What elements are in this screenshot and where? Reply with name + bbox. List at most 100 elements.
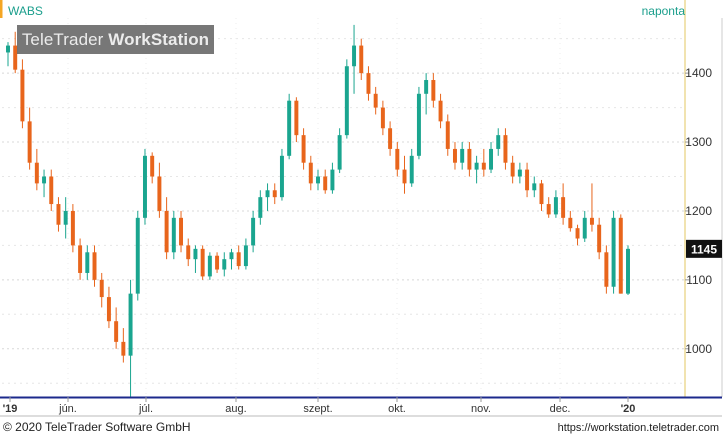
candle-up xyxy=(171,217,176,253)
x-tick-label: '19 xyxy=(3,403,18,415)
candle-up xyxy=(517,169,522,177)
y-axis: 1000 1100 1200 1300 1400 1145 xyxy=(684,0,723,397)
candle-up xyxy=(128,293,133,356)
candle-up xyxy=(135,217,140,294)
candle-up xyxy=(63,210,68,225)
candle-up xyxy=(553,197,558,215)
candle-down xyxy=(546,204,551,215)
x-tick-label: szept. xyxy=(303,403,332,415)
last-price-label: 1145 xyxy=(691,242,717,256)
candle-up xyxy=(424,80,429,94)
candle-down xyxy=(186,245,191,260)
candle-up xyxy=(337,135,342,170)
brand-light: TeleTrader xyxy=(21,30,109,49)
candle-up xyxy=(265,190,270,198)
candle-up xyxy=(416,93,421,156)
candle-down xyxy=(568,217,573,229)
candle-down xyxy=(200,248,205,277)
candle-down xyxy=(323,176,328,191)
candle-up xyxy=(243,245,248,267)
candle-down xyxy=(70,210,75,246)
copyright-text: © 2020 TeleTrader Software GmbH xyxy=(3,420,191,434)
candle-down xyxy=(366,73,371,94)
candle-up xyxy=(496,135,501,149)
plot-frame xyxy=(2,18,685,397)
y-tick-label: 1100 xyxy=(686,273,712,287)
candle-down xyxy=(380,107,385,129)
candle-down xyxy=(597,224,602,253)
x-tick-label: nov. xyxy=(471,403,491,415)
y-tick-label: 1300 xyxy=(685,135,712,149)
candle-up xyxy=(42,176,47,184)
candle-up xyxy=(207,255,212,277)
candle-down xyxy=(308,162,313,184)
candle-down xyxy=(510,162,515,177)
candle-up xyxy=(6,45,10,53)
candle-down xyxy=(452,148,457,163)
x-tick-label: '20 xyxy=(621,403,636,415)
ticker-label: WABS xyxy=(8,4,43,18)
candle-down xyxy=(121,341,126,356)
candle-down xyxy=(92,252,97,280)
candle-up xyxy=(193,248,198,260)
candle-down xyxy=(13,45,18,70)
candle-up xyxy=(258,197,263,218)
candle-down xyxy=(20,69,25,122)
x-tick-label: aug. xyxy=(225,403,246,415)
candle-down xyxy=(561,197,566,218)
candle-down xyxy=(215,255,220,270)
candle-up xyxy=(279,155,284,198)
y-tick-label: 1000 xyxy=(685,342,712,356)
candle-up xyxy=(409,155,414,184)
candle-up xyxy=(142,155,147,218)
candle-down xyxy=(294,100,299,136)
candle-down xyxy=(467,148,472,170)
x-axis: '19 jún. júl. aug. szept. okt. nov. dec. '20 xyxy=(0,396,722,417)
candle-up xyxy=(460,148,465,163)
candle-down xyxy=(56,204,61,225)
candle-up xyxy=(344,66,349,136)
period-label: naponta xyxy=(641,4,685,18)
candle-up xyxy=(626,248,630,294)
candle-up xyxy=(222,259,227,270)
x-tick-label: jún. xyxy=(58,403,77,415)
candle-up xyxy=(489,148,494,170)
source-url[interactable]: https://workstation.teletrader.com xyxy=(557,422,719,434)
candle-up xyxy=(352,45,357,67)
x-tick-label: dec. xyxy=(550,403,571,415)
candle-up xyxy=(229,252,234,260)
candle-down xyxy=(179,217,184,246)
plot-area xyxy=(6,24,630,397)
candle-down xyxy=(438,100,443,122)
candle-up xyxy=(251,217,256,246)
candle-up xyxy=(287,100,292,156)
candle-down xyxy=(388,128,393,149)
y-tick-label: 1200 xyxy=(685,204,712,218)
candle-up xyxy=(330,169,335,191)
y-tick-label: 1400 xyxy=(685,66,712,80)
candle-down xyxy=(359,45,364,74)
candle-up xyxy=(611,217,616,287)
candle-up xyxy=(474,162,479,170)
candle-down xyxy=(395,148,400,170)
brand-watermark: TeleTrader WorkStation xyxy=(17,25,214,54)
candle-up xyxy=(316,176,320,184)
x-tick-label: okt. xyxy=(388,403,406,415)
candle-down xyxy=(114,321,119,342)
candle-down xyxy=(445,121,450,149)
candle-down xyxy=(503,135,508,163)
candle-down xyxy=(106,297,111,322)
last-price-box xyxy=(686,239,722,258)
candle-down xyxy=(150,155,155,177)
candle-down xyxy=(34,162,39,184)
candle-down xyxy=(373,93,378,108)
candle-up xyxy=(532,183,537,191)
candle-down xyxy=(164,210,169,253)
candle-down xyxy=(539,183,544,205)
candle-down xyxy=(481,162,486,170)
candle-down xyxy=(272,190,277,198)
candle-down xyxy=(575,228,580,239)
candle-down xyxy=(589,217,594,225)
